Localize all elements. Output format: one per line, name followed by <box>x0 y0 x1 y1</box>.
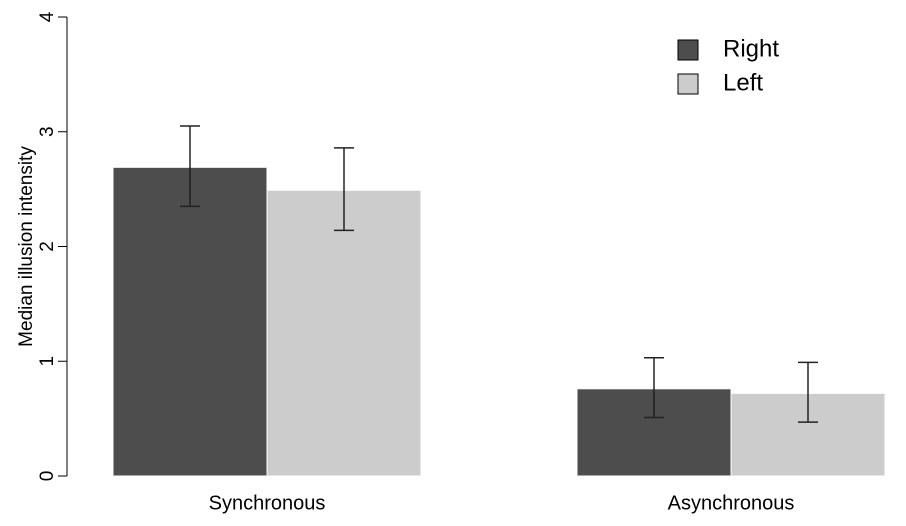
error-bars-group <box>180 125 818 423</box>
category-label: Synchronous <box>209 492 326 514</box>
y-axis-title: Median illusion intensity <box>16 146 37 347</box>
y-tick-label: 4 <box>37 11 58 22</box>
legend-swatch-left <box>677 73 699 95</box>
y-tick-label: 1 <box>37 356 58 367</box>
legend-swatch-right <box>677 39 699 61</box>
category-labels: Synchronous Asynchronous <box>209 492 795 514</box>
legend-label-left: Left <box>723 69 763 96</box>
legend-label-right: Right <box>723 35 779 62</box>
y-tick-label: 3 <box>37 126 58 137</box>
legend: Right Left <box>677 35 779 96</box>
bars-group <box>112 166 886 477</box>
bar-right-synchronous <box>112 166 268 477</box>
category-label: Asynchronous <box>668 492 795 514</box>
bar-left-synchronous <box>266 189 422 477</box>
y-axis: 0 1 2 3 4 <box>37 11 68 482</box>
y-tick-label: 2 <box>37 241 58 252</box>
y-tick-label: 0 <box>37 471 58 482</box>
